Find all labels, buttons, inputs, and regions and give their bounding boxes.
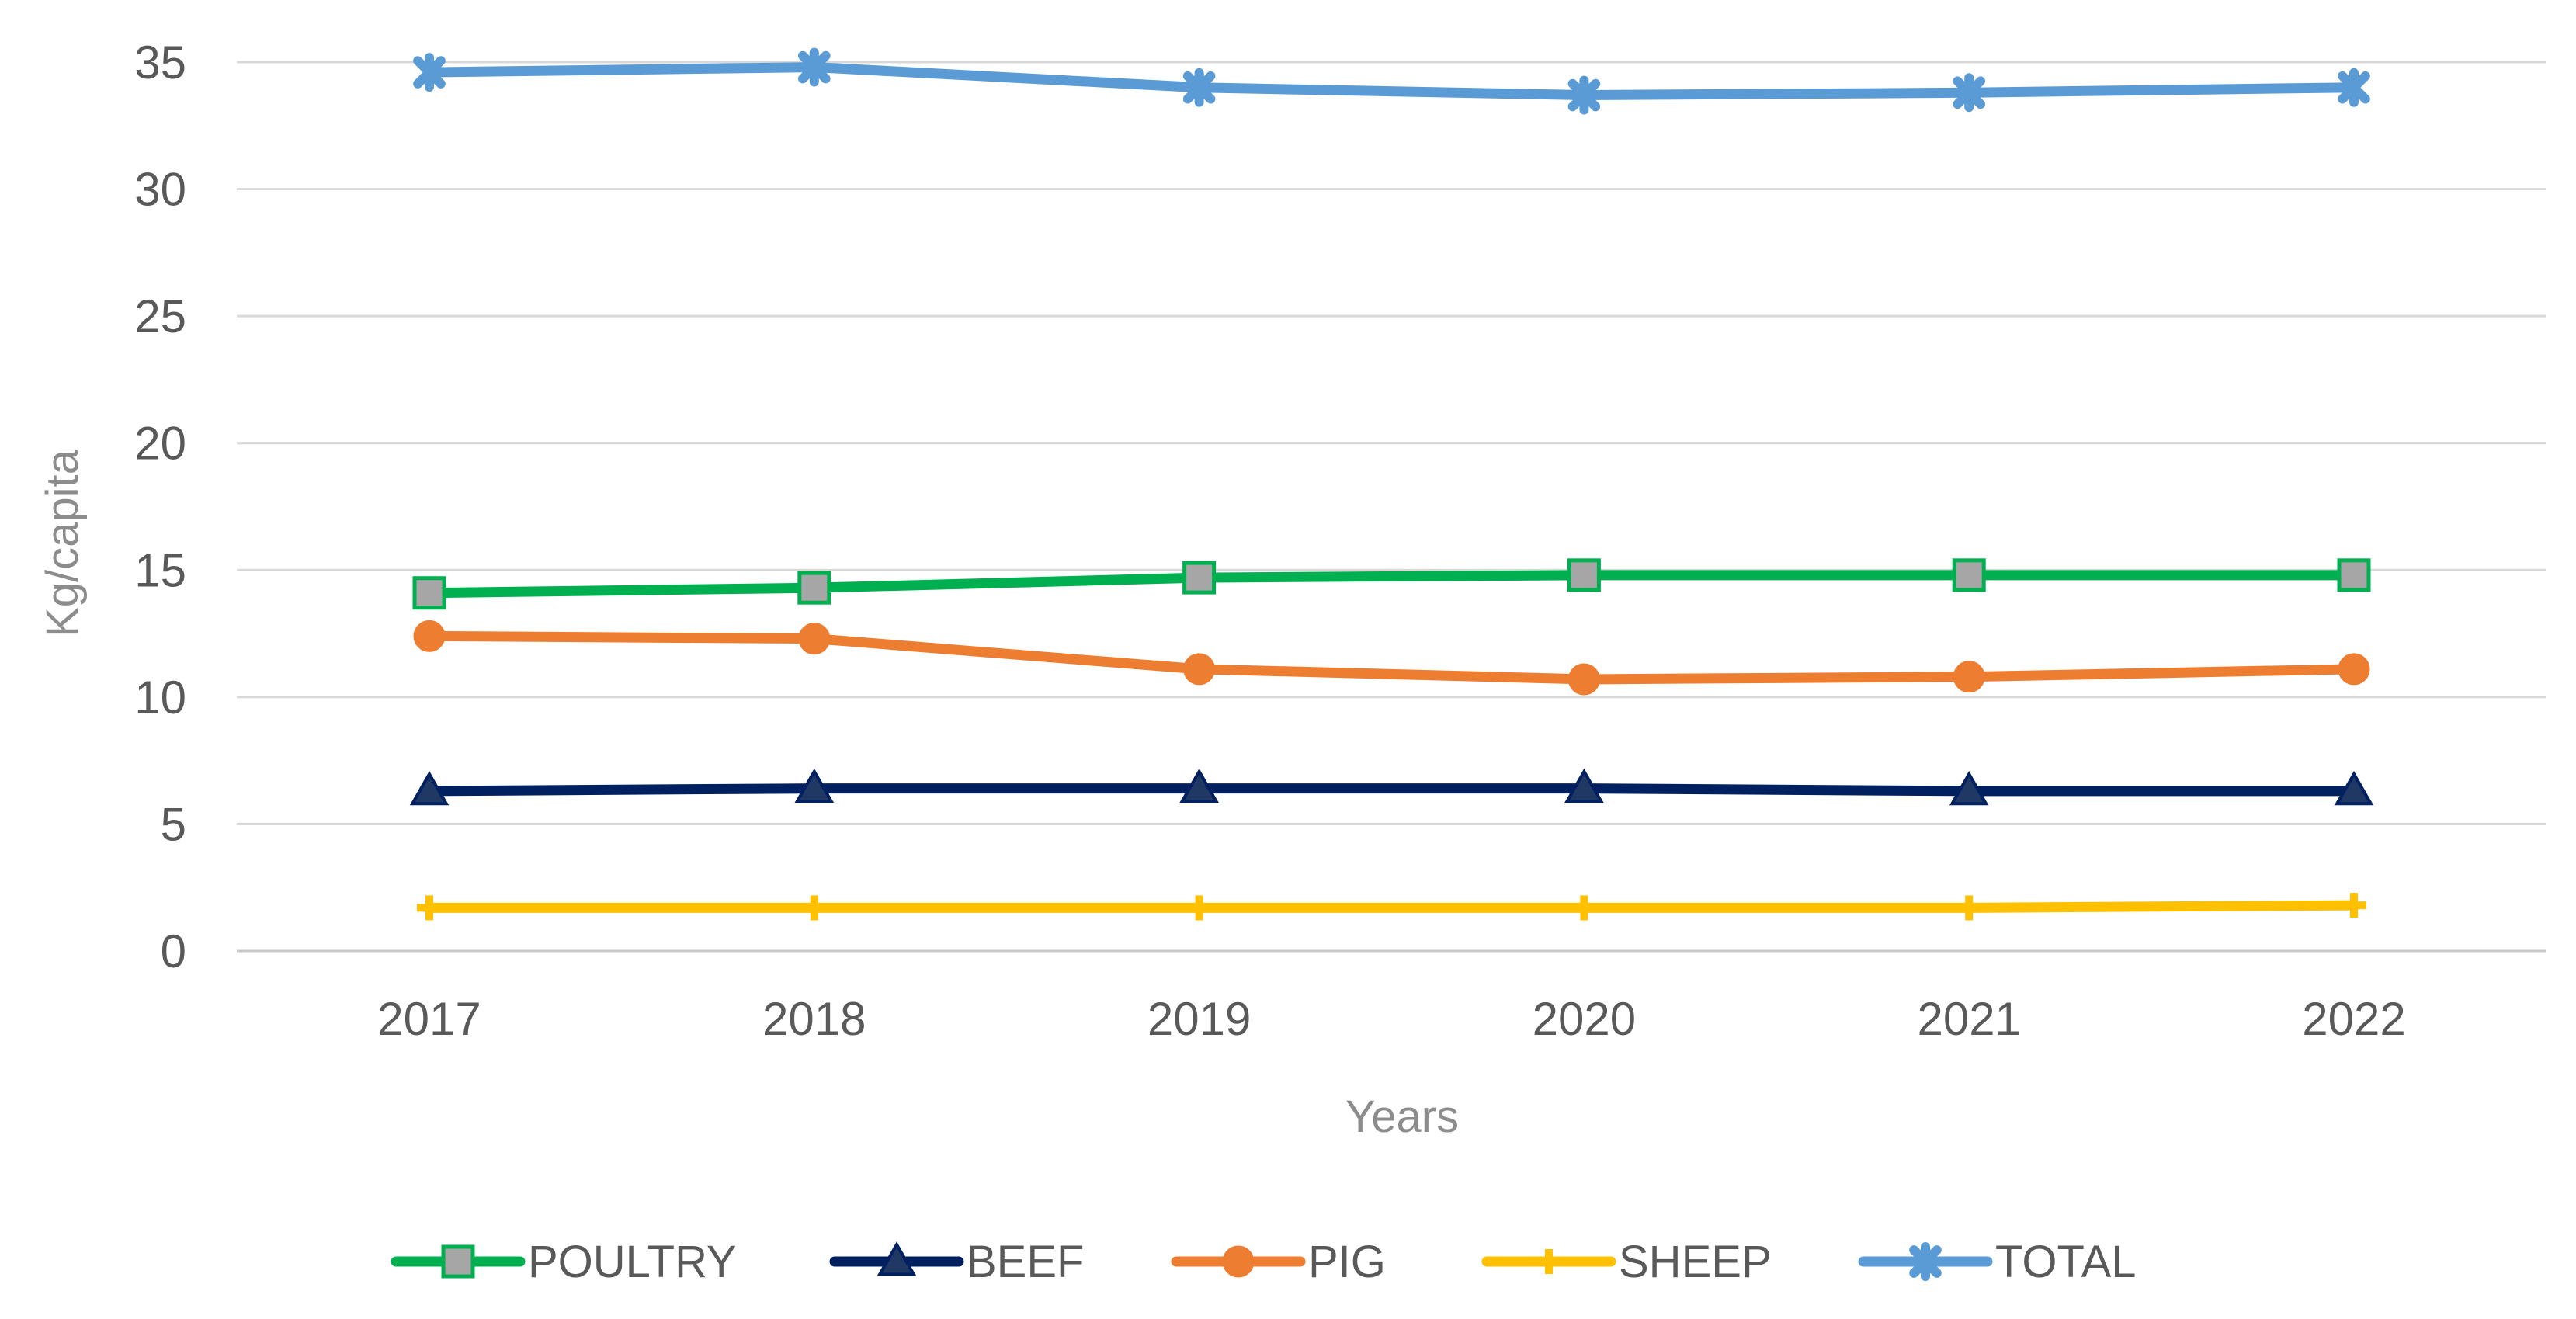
y-tick-label: 30 bbox=[134, 164, 186, 216]
series-group bbox=[409, 47, 2374, 921]
legend-item-total: TOTAL bbox=[1858, 1237, 2137, 1287]
sheep-point bbox=[2342, 893, 2366, 918]
y-tick-label: 5 bbox=[161, 798, 186, 850]
legend-label-total: TOTAL bbox=[1995, 1237, 2137, 1287]
gridlines bbox=[237, 61, 2546, 953]
poultry-point bbox=[1952, 558, 1986, 592]
legend-item-pig: PIG bbox=[1171, 1237, 1386, 1287]
sheep-point bbox=[801, 895, 827, 921]
poultry-point bbox=[412, 576, 446, 610]
y-axis-ticks: 0 5 10 15 20 25 30 35 bbox=[134, 36, 186, 977]
pig-point bbox=[413, 620, 446, 652]
y-tick-label: 35 bbox=[134, 36, 186, 89]
total-point bbox=[1182, 68, 1216, 107]
legend-label-beef: BEEF bbox=[967, 1237, 1085, 1287]
poultry-point bbox=[1567, 558, 1601, 592]
legend-item-beef: BEEF bbox=[829, 1237, 1085, 1287]
y-axis-title: Kg/capita bbox=[37, 449, 88, 637]
total-point bbox=[1953, 73, 1986, 113]
total-point bbox=[2338, 68, 2370, 107]
x-axis-title: Years bbox=[1345, 1092, 1459, 1142]
x-tick-label: 2020 bbox=[1533, 993, 1636, 1045]
pig-point bbox=[2338, 653, 2370, 686]
y-tick-label: 10 bbox=[134, 672, 186, 724]
beef-point bbox=[794, 768, 835, 804]
beef-point bbox=[1179, 768, 1219, 804]
series-pig bbox=[413, 620, 2370, 696]
beef-point bbox=[1949, 771, 1989, 806]
total-point bbox=[1567, 75, 1601, 115]
x-tick-label: 2019 bbox=[1147, 993, 1251, 1045]
legend-marker-sheep bbox=[1536, 1249, 1561, 1274]
pig-point bbox=[1183, 653, 1216, 686]
beef-point bbox=[2334, 771, 2374, 806]
legend-item-poultry: POULTRY bbox=[391, 1237, 737, 1287]
legend-label-pig: PIG bbox=[1308, 1237, 1386, 1287]
y-tick-label: 20 bbox=[134, 418, 186, 470]
sheep-point bbox=[1571, 895, 1597, 921]
total-line bbox=[424, 62, 2359, 101]
y-tick-label: 25 bbox=[134, 290, 186, 342]
series-total bbox=[413, 47, 2370, 115]
poultry-point bbox=[797, 571, 831, 605]
sheep-point bbox=[417, 895, 442, 921]
pig-line bbox=[424, 630, 2359, 685]
x-tick-label: 2021 bbox=[1917, 993, 2020, 1045]
sheep-point bbox=[1956, 895, 1982, 921]
beef-point bbox=[1564, 768, 1604, 804]
pig-point bbox=[1567, 663, 1600, 696]
series-beef bbox=[409, 768, 2374, 806]
pig-point bbox=[798, 623, 831, 655]
x-tick-label: 2022 bbox=[2302, 993, 2405, 1045]
y-tick-label: 15 bbox=[134, 544, 186, 596]
beef-point bbox=[409, 771, 450, 806]
legend-marker-poultry bbox=[441, 1244, 475, 1279]
legend-marker-pig bbox=[1222, 1245, 1255, 1278]
legend: POULTRY BEEF PIG SHEEP TOTAL bbox=[391, 1237, 2137, 1287]
legend-item-sheep: SHEEP bbox=[1481, 1237, 1772, 1287]
x-tick-label: 2017 bbox=[377, 993, 481, 1045]
poultry-point bbox=[1182, 561, 1217, 595]
legend-label-sheep: SHEEP bbox=[1619, 1237, 1772, 1287]
legend-marker-total bbox=[1909, 1242, 1942, 1281]
poultry-point bbox=[2337, 558, 2371, 592]
total-point bbox=[413, 53, 446, 92]
series-sheep bbox=[417, 893, 2366, 921]
total-point bbox=[797, 47, 831, 87]
x-tick-label: 2018 bbox=[762, 993, 866, 1045]
sheep-line bbox=[424, 900, 2359, 913]
y-tick-label: 0 bbox=[161, 925, 186, 977]
pig-point bbox=[1953, 661, 1985, 693]
legend-label-poultry: POULTRY bbox=[528, 1237, 737, 1287]
beef-line bbox=[424, 783, 2359, 797]
poultry-line bbox=[424, 570, 2359, 599]
x-axis-ticks: 2017 2018 2019 2020 2021 2022 bbox=[377, 993, 2405, 1045]
sheep-point bbox=[1186, 895, 1212, 921]
legend-marker-beef bbox=[877, 1241, 917, 1276]
series-poultry bbox=[412, 558, 2371, 610]
